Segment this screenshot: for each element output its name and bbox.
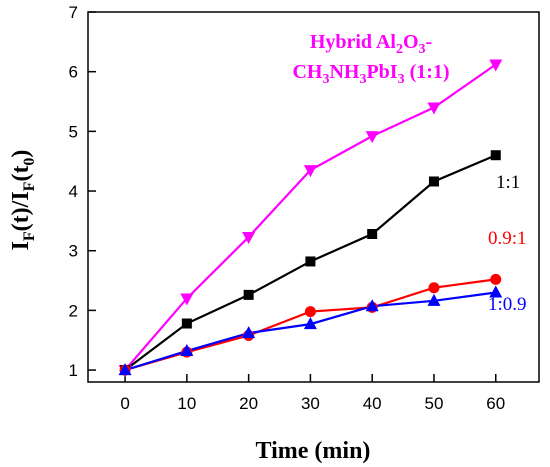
data-point-1-6 bbox=[490, 150, 501, 161]
data-point-0-6 bbox=[489, 59, 503, 72]
data-point-3-4 bbox=[365, 299, 379, 312]
y-tick-label: 3 bbox=[69, 242, 78, 261]
data-point-0-2 bbox=[242, 231, 256, 244]
x-tick-label: 20 bbox=[239, 394, 258, 413]
data-point-3-5 bbox=[427, 293, 441, 306]
y-tick-label: 2 bbox=[69, 301, 78, 320]
y-tick-label: 6 bbox=[69, 63, 78, 82]
data-point-1-4 bbox=[367, 229, 378, 239]
data-point-0-1 bbox=[180, 293, 194, 306]
annotation-1-0-9: 1:0.9 bbox=[488, 294, 527, 315]
data-point-2-5 bbox=[428, 282, 440, 294]
annotation-hybrid-line2: CH3NH3PbI3 (1:1) bbox=[292, 61, 449, 87]
data-point-3-1 bbox=[180, 343, 194, 356]
x-axis-ticks: 0 10 20 30 40 50 60 bbox=[120, 374, 505, 413]
y-axis-ticks: 1 2 3 4 5 6 7 bbox=[69, 3, 96, 380]
y-tick-label: 5 bbox=[69, 122, 78, 141]
data-point-3-0 bbox=[118, 363, 132, 376]
data-point-0-3 bbox=[303, 165, 317, 178]
x-tick-label: 50 bbox=[425, 394, 444, 413]
x-tick-label: 0 bbox=[120, 394, 129, 413]
data-point-1-2 bbox=[243, 289, 254, 300]
data-point-2-3 bbox=[304, 306, 316, 318]
x-axis-title: Time (min) bbox=[256, 438, 371, 464]
data-point-1-1 bbox=[181, 318, 192, 329]
plot-frame bbox=[87, 11, 540, 383]
annotation-1-1: 1:1 bbox=[496, 172, 520, 193]
y-tick-label: 1 bbox=[69, 361, 78, 380]
data-point-0-4 bbox=[365, 131, 379, 144]
x-tick-label: 60 bbox=[486, 394, 505, 413]
data-point-1-5 bbox=[428, 176, 439, 187]
data-point-2-6 bbox=[490, 273, 502, 285]
x-tick-label: 30 bbox=[301, 394, 320, 413]
x-tick-label: 10 bbox=[177, 394, 196, 413]
y-axis-title: IF(t)/IF(t0) bbox=[8, 150, 38, 251]
annotation-hybrid-line1: Hybrid Al2O3- bbox=[310, 31, 432, 57]
x-tick-label: 40 bbox=[363, 394, 382, 413]
data-point-3-6 bbox=[489, 285, 503, 298]
data-point-1-3 bbox=[305, 256, 316, 267]
data-point-3-2 bbox=[242, 326, 256, 339]
data-point-3-3 bbox=[303, 317, 317, 330]
data-point-0-5 bbox=[427, 102, 441, 115]
y-tick-label: 7 bbox=[69, 3, 78, 22]
y-tick-label: 4 bbox=[69, 182, 78, 201]
annotation-0-9-1: 0.9:1 bbox=[488, 228, 527, 249]
series-layer bbox=[118, 59, 503, 378]
